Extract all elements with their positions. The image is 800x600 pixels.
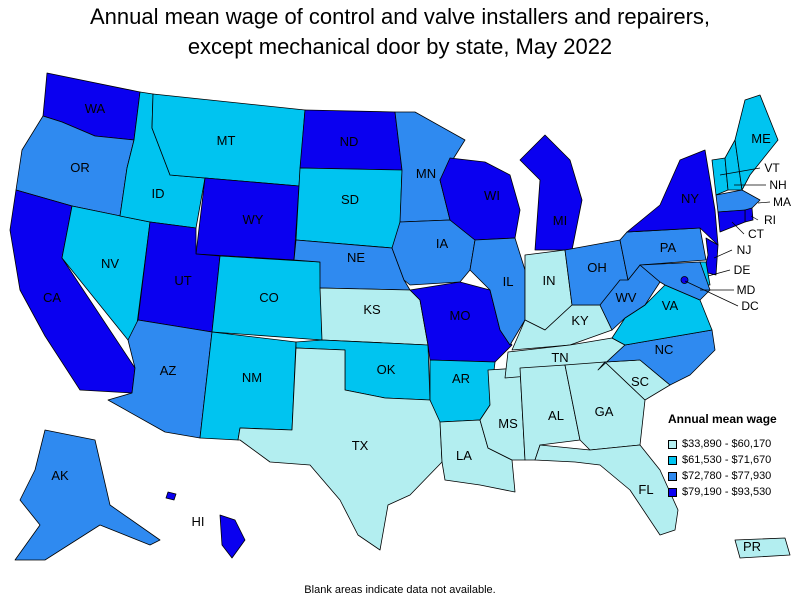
state-label-sc: SC [631, 374, 649, 389]
state-label-de: DE [734, 263, 751, 277]
state-ri [744, 207, 754, 223]
legend-label: $79,190 - $93,530 [682, 486, 772, 498]
state-label-il: IL [503, 274, 514, 289]
state-label-sd: SD [341, 192, 359, 207]
state-label-id: ID [152, 186, 165, 201]
state-label-ny: NY [681, 191, 699, 206]
state-il [469, 237, 526, 346]
leader-line-ma [757, 201, 771, 204]
title-line-2: except mechanical door by state, May 202… [187, 34, 613, 59]
state-label-va: VA [662, 298, 679, 313]
state-label-ok: OK [377, 362, 396, 377]
state-dc [680, 276, 689, 284]
state-nj [703, 237, 719, 276]
state-label-mo: MO [450, 308, 471, 323]
state-label-ut: UT [174, 273, 191, 288]
state-label-ar: AR [452, 371, 470, 386]
state-label-la: LA [456, 448, 472, 463]
state-sd [295, 167, 403, 249]
state-label-ak: AK [51, 468, 69, 483]
legend-item: $61,530 - $71,670 [668, 452, 798, 468]
state-label-wi: WI [484, 188, 500, 203]
leader-line-dc [684, 280, 739, 307]
state-label-wy: WY [243, 212, 264, 227]
legend-label: $61,530 - $71,670 [682, 454, 772, 466]
state-label-nm: NM [242, 370, 262, 385]
state-label-oh: OH [587, 260, 607, 275]
legend-item: $33,890 - $60,170 [668, 436, 798, 452]
state-label-wa: WA [85, 101, 106, 116]
legend-swatch [668, 439, 677, 449]
state-label-ks: KS [363, 302, 381, 317]
state-label-pa: PA [660, 240, 677, 255]
state-label-nc: NC [655, 342, 674, 357]
legend-swatch [668, 455, 677, 465]
legend-label: $72,780 - $77,930 [682, 470, 772, 482]
state-label-md: MD [737, 283, 756, 297]
state-label-hi: HI [192, 514, 205, 529]
state-mi [519, 134, 583, 251]
leader-line-ct [731, 221, 745, 235]
state-label-mt: MT [217, 133, 236, 148]
legend-title: Annual mean wage [668, 412, 777, 426]
state-label-dc: DC [741, 299, 759, 313]
state-label-fl: FL [638, 482, 653, 497]
state-label-tn: TN [551, 350, 568, 365]
state-label-nd: ND [340, 134, 359, 149]
state-ct [717, 209, 746, 233]
legend-swatch [668, 487, 677, 497]
state-label-ma: MA [773, 195, 791, 209]
state-ak [14, 429, 161, 561]
state-label-co: CO [259, 290, 279, 305]
state-label-tx: TX [352, 438, 369, 453]
leader-line-ri [750, 215, 759, 221]
state-pr [734, 537, 791, 559]
state-label-ia: IA [436, 236, 449, 251]
state-label-ca: CA [43, 290, 61, 305]
state-nm [199, 331, 297, 441]
state-label-mn: MN [416, 166, 436, 181]
leader-line-vt [719, 167, 761, 176]
state-label-or: OR [70, 160, 90, 175]
state-label-pr: PR [743, 539, 761, 554]
states-layer [9, 72, 791, 561]
title-line-1: Annual mean wage of control and valve in… [89, 4, 711, 29]
state-tx [237, 347, 443, 551]
map-title: Annual mean wage of control and valve in… [0, 2, 800, 62]
labels-layer: WA OR CA NV ID MT WY UT AZ CO NM ND SD NE KS OK TX MN IA MO… [43, 101, 791, 554]
state-label-vt: VT [764, 161, 780, 175]
state-fl [534, 444, 679, 536]
state-hi [165, 491, 246, 559]
state-label-nh: NH [769, 178, 786, 192]
state-label-nj: NJ [737, 243, 752, 257]
footnote: Blank areas indicate data not available. [304, 584, 496, 596]
leader-line-de [707, 269, 731, 277]
state-label-ct: CT [748, 227, 765, 241]
legend-item: $72,780 - $77,930 [668, 468, 798, 484]
state-mo [409, 281, 513, 363]
state-label-al: AL [548, 408, 564, 423]
legend-swatch [668, 471, 677, 481]
state-label-nv: NV [101, 256, 119, 271]
state-label-ms: MS [498, 416, 518, 431]
legend: Annual mean wage $33,890 - $60,170 $61,5… [668, 412, 798, 500]
state-label-ne: NE [347, 250, 365, 265]
legend-item: $79,190 - $93,530 [668, 484, 798, 500]
state-label-ri: RI [764, 213, 776, 227]
state-ny [626, 149, 719, 246]
state-label-wv: WV [616, 290, 637, 305]
state-ma [715, 189, 761, 213]
legend-label: $33,890 - $60,170 [682, 438, 772, 450]
state-md [639, 261, 711, 301]
leader-line-nj [713, 249, 733, 259]
state-label-me: ME [751, 131, 771, 146]
state-label-in: IN [543, 273, 556, 288]
state-label-mi: MI [553, 213, 567, 228]
state-label-ky: KY [571, 313, 589, 328]
state-label-ga: GA [595, 404, 614, 419]
state-label-az: AZ [160, 363, 177, 378]
